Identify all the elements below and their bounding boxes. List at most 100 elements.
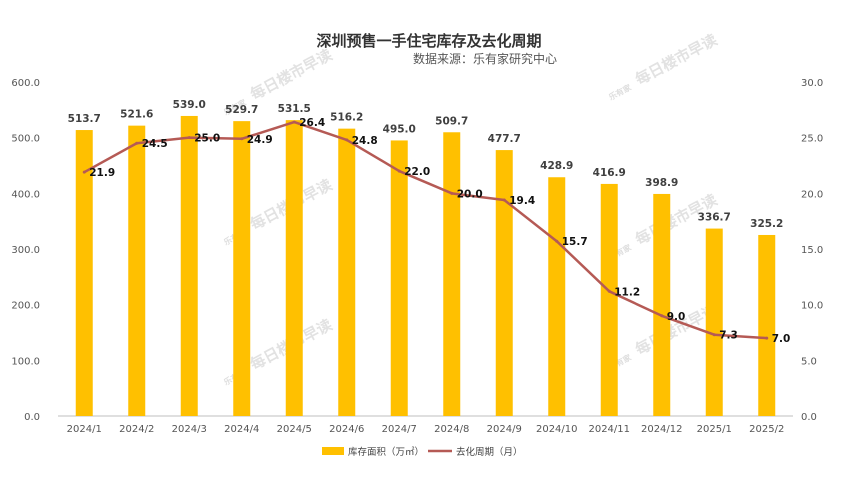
- line-value-label: 24.5: [142, 138, 168, 150]
- x-tick-label: 2024/2: [119, 424, 154, 435]
- watermark-text: 每日楼市早读: [247, 46, 335, 104]
- bar-value-label: 521.6: [120, 109, 153, 121]
- legend-label-line: 去化周期（月）: [456, 446, 523, 458]
- x-tick-label: 2024/3: [172, 424, 207, 435]
- x-tick-label: 2024/6: [329, 424, 364, 435]
- x-tick-label: 2024/1: [67, 424, 102, 435]
- y-right-tick-label: 20.0: [801, 189, 823, 200]
- line-value-label: 22.0: [404, 166, 430, 178]
- chart-title: 深圳预售一手住宅库存及去化周期: [316, 32, 541, 50]
- bar: [495, 150, 513, 417]
- line-value-label: 7.3: [719, 330, 738, 342]
- line-point: [292, 120, 296, 124]
- bar: [548, 177, 566, 416]
- bar: [128, 125, 146, 416]
- line-value-label: 24.9: [247, 134, 273, 146]
- bar: [75, 130, 93, 416]
- chart-subtitle: 数据来源：乐有家研究中心: [413, 51, 557, 66]
- bar: [653, 193, 671, 416]
- bar-value-label: 325.2: [750, 218, 783, 230]
- x-tick-label: 2024/9: [487, 424, 522, 435]
- y-left-tick-label: 300.0: [11, 245, 40, 256]
- line-point: [187, 136, 191, 140]
- y-right-tick-label: 0.0: [801, 412, 817, 423]
- bar: [600, 183, 618, 416]
- y-left-tick-label: 500.0: [11, 134, 40, 145]
- line-value-label: 15.7: [562, 236, 588, 248]
- line-value-label: 11.2: [614, 286, 640, 298]
- bar: [180, 115, 198, 416]
- line-point: [240, 137, 244, 141]
- legend-label-bar: 库存面积（万㎡）: [348, 446, 424, 458]
- line-value-label: 24.8: [352, 135, 378, 147]
- bar-value-label: 416.9: [593, 167, 626, 179]
- y-right-tick-label: 10.0: [801, 301, 823, 312]
- y-left-tick-label: 200.0: [11, 301, 40, 312]
- x-tick-label: 2024/12: [641, 424, 683, 435]
- y-left-tick-label: 0.0: [24, 412, 40, 423]
- x-tick-label: 2024/11: [588, 424, 630, 435]
- axes: 0.0 100.0 200.0 300.0 400.0 500.0 600.0 0.0 5.0 1…: [11, 78, 823, 435]
- bar: [338, 128, 356, 416]
- y-right-tick-label: 25.0: [801, 134, 823, 145]
- line-value-label: 21.9: [89, 167, 115, 179]
- watermark-text: 每日楼市早读: [632, 31, 720, 89]
- bar: [705, 228, 723, 416]
- line-value-label: 7.0: [772, 333, 791, 345]
- legend: 库存面积（万㎡） 去化周期（月）: [322, 446, 523, 458]
- watermark-logo: 乐有家: [607, 82, 634, 103]
- line-point: [502, 198, 506, 202]
- bar-value-label: 509.7: [435, 115, 468, 127]
- y-right-tick-label: 30.0: [801, 78, 823, 89]
- line-point: [555, 239, 559, 243]
- y-left-tick-label: 400.0: [11, 189, 40, 200]
- x-tick-label: 2024/5: [277, 424, 312, 435]
- line-value-label: 9.0: [667, 311, 686, 323]
- line-value-label: 25.0: [194, 133, 220, 145]
- y-left-tick-label: 600.0: [11, 78, 40, 89]
- line-point: [345, 138, 349, 142]
- line-value-label: 20.0: [457, 188, 483, 200]
- bar-value-label: 513.7: [68, 113, 101, 125]
- legend-swatch-bar: [322, 447, 344, 455]
- bar-value-label: 428.9: [540, 160, 573, 172]
- bar-value-label: 516.2: [330, 112, 363, 124]
- bar-series: [75, 115, 776, 417]
- x-tick-label: 2024/4: [224, 424, 259, 435]
- bar-value-label: 539.0: [173, 99, 206, 111]
- line-point: [397, 169, 401, 173]
- x-tick-label: 2025/2: [749, 424, 784, 435]
- bar-value-label: 495.0: [383, 123, 416, 135]
- x-tick-label: 2024/7: [382, 424, 417, 435]
- line-value-label: 26.4: [299, 117, 325, 129]
- line-point: [135, 141, 139, 145]
- data-labels: 513.7 521.6 539.0 529.7 531.5 516.2 495.0 509.7…: [68, 99, 791, 345]
- bar: [233, 121, 251, 416]
- bar: [390, 140, 408, 416]
- line-path: [83, 120, 767, 340]
- x-tick-label: 2024/8: [434, 424, 469, 435]
- bar-value-label: 336.7: [698, 212, 731, 224]
- line-point: [450, 191, 454, 195]
- line-point: [765, 336, 769, 340]
- y-right-tick-label: 5.0: [801, 356, 817, 367]
- bar-value-label: 529.7: [225, 104, 258, 116]
- line-value-label: 19.4: [509, 195, 535, 207]
- line-point: [607, 289, 611, 293]
- bar-value-label: 477.7: [488, 133, 521, 145]
- line-point: [660, 314, 664, 318]
- x-tick-label: 2024/10: [536, 424, 578, 435]
- bar-value-label: 531.5: [278, 103, 311, 115]
- bar-value-label: 398.9: [645, 177, 678, 189]
- y-left-tick-label: 100.0: [11, 356, 40, 367]
- bar: [443, 132, 461, 416]
- y-right-tick-label: 15.0: [801, 245, 823, 256]
- bar: [758, 234, 776, 416]
- line-point: [712, 333, 716, 337]
- bar: [285, 120, 303, 417]
- line-point: [82, 170, 86, 174]
- line-series: [82, 120, 769, 340]
- x-tick-label: 2025/1: [697, 424, 732, 435]
